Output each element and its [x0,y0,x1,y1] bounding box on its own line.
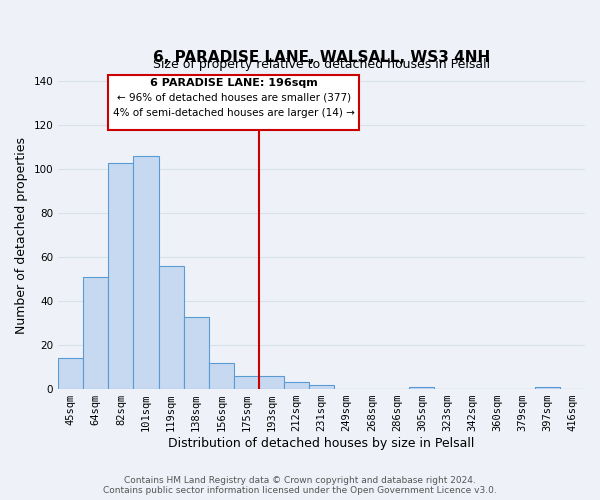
Title: 6, PARADISE LANE, WALSALL, WS3 4NH: 6, PARADISE LANE, WALSALL, WS3 4NH [153,50,490,65]
Y-axis label: Number of detached properties: Number of detached properties [15,137,28,334]
Bar [109,162,133,389]
Text: ← 96% of detached houses are smaller (377): ← 96% of detached houses are smaller (37… [117,92,351,102]
Bar [409,387,434,389]
Bar [535,387,560,389]
Bar [109,75,359,130]
Text: 4% of semi-detached houses are larger (14) →: 4% of semi-detached houses are larger (1… [113,108,355,118]
Bar [284,382,309,389]
Text: 6 PARADISE LANE: 196sqm: 6 PARADISE LANE: 196sqm [150,78,317,88]
Text: Contains HM Land Registry data © Crown copyright and database right 2024.
Contai: Contains HM Land Registry data © Crown c… [103,476,497,495]
Bar [158,266,184,389]
X-axis label: Distribution of detached houses by size in Pelsall: Distribution of detached houses by size … [169,437,475,450]
Bar [133,156,158,389]
Bar [58,358,83,389]
Bar [83,277,109,389]
Bar [234,376,259,389]
Bar [259,376,284,389]
Bar [184,316,209,389]
Text: Size of property relative to detached houses in Pelsall: Size of property relative to detached ho… [153,58,490,70]
Bar [209,362,234,389]
Bar [309,384,334,389]
